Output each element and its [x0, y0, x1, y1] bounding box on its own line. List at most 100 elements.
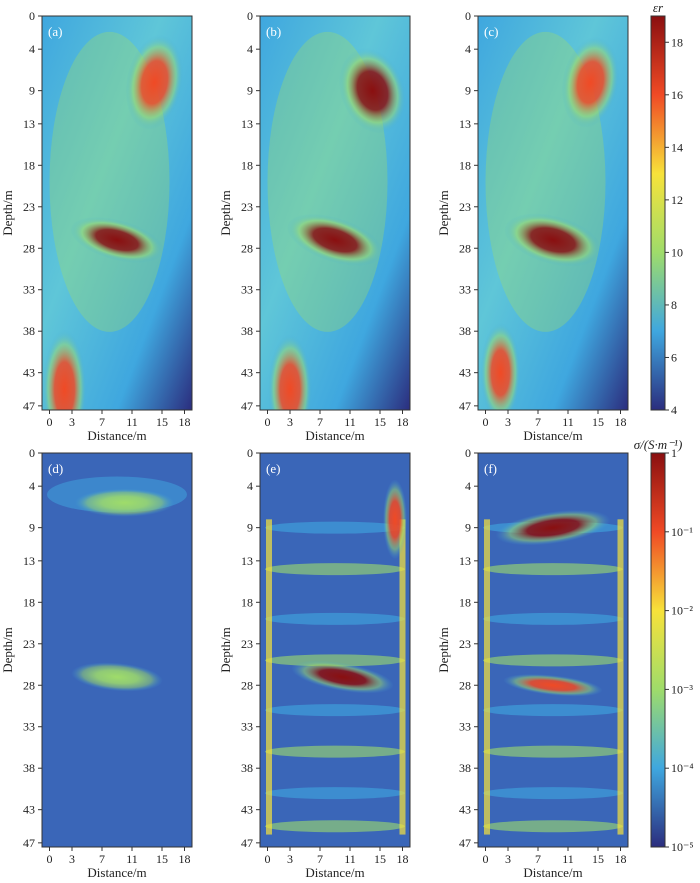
y-tick-label: 9 [29, 521, 35, 535]
colorbar-bar [650, 452, 666, 848]
heatmap-anomaly [383, 479, 407, 560]
y-tick-label: 13 [459, 554, 471, 568]
x-axis-title: Distance/m [523, 428, 582, 443]
y-tick-label: 0 [247, 9, 253, 23]
heatmap-band [483, 654, 623, 667]
y-tick-label: 23 [23, 637, 35, 651]
colorbar-tick-label: 1 [671, 446, 677, 460]
x-tick-label: 0 [47, 852, 53, 866]
y-tick-label: 43 [23, 366, 35, 380]
x-tick-label: 11 [344, 415, 356, 429]
y-tick-label: 33 [23, 720, 35, 734]
y-tick-label: 33 [459, 720, 471, 734]
y-tick-label: 47 [23, 836, 35, 850]
y-tick-label: 33 [241, 283, 253, 297]
plot-frame [259, 452, 411, 848]
heatmap-band [483, 820, 623, 833]
x-tick-label: 7 [317, 852, 323, 866]
colorbar-tick-label: 14 [671, 140, 683, 154]
y-axis-title: Depth/m [0, 627, 15, 673]
y-tick-label: 33 [241, 720, 253, 734]
panel-f: (f) 0 4 9 13 18 23 28 33 38 43 47 0 3 7 11 15 18 Distance/… [436, 446, 629, 880]
heatmap-anomaly [338, 47, 407, 134]
y-tick-label: 0 [465, 9, 471, 23]
heatmap-area [478, 16, 628, 410]
y-tick-label: 43 [459, 366, 471, 380]
y-tick-label: 28 [459, 678, 471, 692]
x-tick-label: 7 [535, 415, 541, 429]
y-tick-label: 13 [241, 554, 253, 568]
heatmap-anomaly [71, 662, 163, 692]
y-tick-label: 47 [241, 836, 253, 850]
x-axis-title: Distance/m [305, 865, 364, 880]
panel-label: (d) [48, 461, 63, 476]
y-tick-label: 38 [241, 324, 253, 338]
y-tick-label: 0 [29, 446, 35, 460]
colorbar-tick-label: 8 [671, 298, 677, 312]
plot-frame [41, 15, 193, 411]
x-tick-label: 3 [287, 852, 293, 866]
x-tick-label: 7 [99, 852, 105, 866]
x-tick-label: 0 [47, 415, 53, 429]
colorbar-tick-label: 10⁻² [671, 604, 693, 618]
y-tick-label: 13 [241, 117, 253, 131]
heatmap-anomaly [70, 216, 164, 263]
x-tick-label: 0 [265, 852, 271, 866]
y-tick-label: 43 [459, 803, 471, 817]
y-tick-label: 4 [29, 479, 35, 493]
x-axis-title: Distance/m [87, 865, 146, 880]
panel-e: (e) 0 4 9 13 18 23 28 33 38 43 47 0 3 7 11 15 18 Distance/… [218, 446, 411, 880]
y-axis-title: Depth/m [436, 190, 451, 236]
heatmap-band [483, 787, 623, 800]
heatmap-anomaly [561, 36, 620, 128]
panel-c: (c) 0 4 9 13 18 23 28 33 38 43 47 0 3 7 11 15 18 Distance/… [436, 9, 629, 443]
heatmap-edge [399, 519, 406, 835]
panel-label: (a) [48, 24, 62, 39]
y-tick-label: 28 [23, 678, 35, 692]
x-tick-label: 3 [69, 852, 75, 866]
x-tick-label: 11 [344, 852, 356, 866]
y-tick-label: 18 [241, 158, 253, 172]
y-tick-label: 47 [23, 399, 35, 413]
x-tick-label: 18 [179, 415, 191, 429]
x-tick-label: 11 [562, 852, 574, 866]
x-tick-label: 7 [99, 415, 105, 429]
y-tick-label: 43 [241, 366, 253, 380]
y-tick-label: 28 [23, 241, 35, 255]
x-tick-label: 15 [156, 852, 168, 866]
heatmap-area [260, 453, 410, 847]
y-tick-label: 0 [465, 446, 471, 460]
plot-frame [477, 15, 629, 411]
heatmap-anomaly [74, 488, 175, 517]
y-tick-label: 23 [459, 200, 471, 214]
y-tick-label: 47 [459, 399, 471, 413]
x-tick-label: 18 [615, 852, 627, 866]
x-tick-label: 11 [562, 415, 574, 429]
heatmap-edge [617, 519, 624, 835]
x-tick-label: 11 [126, 415, 138, 429]
heatmap-anomaly [286, 213, 384, 266]
y-tick-label: 4 [465, 479, 471, 493]
plot-frame [41, 452, 193, 848]
x-tick-label: 0 [483, 852, 489, 866]
x-tick-label: 15 [374, 415, 386, 429]
colorbar-tick-label: 4 [671, 403, 677, 417]
y-tick-label: 18 [459, 158, 471, 172]
heatmap-band [265, 521, 405, 534]
y-tick-label: 4 [465, 42, 471, 56]
colorbar-title: εr [653, 0, 664, 15]
x-axis-title: Distance/m [87, 428, 146, 443]
y-tick-label: 13 [459, 117, 471, 131]
panel-label: (b) [266, 24, 281, 39]
heatmap-anomaly [125, 34, 184, 130]
panel-b: (b) 0 4 9 13 18 23 28 33 38 43 47 0 3 7 11 15 18 Distance/… [218, 9, 411, 443]
heatmap-band [265, 745, 405, 758]
colorbar-tick-label: 12 [671, 193, 683, 207]
heatmap-band [265, 787, 405, 800]
heatmap-anomaly [495, 509, 611, 546]
heatmap-area [42, 453, 192, 847]
colorbar-tick-label: 10 [671, 245, 683, 259]
heatmap-band [265, 820, 405, 833]
y-axis-title: Depth/m [0, 190, 15, 236]
